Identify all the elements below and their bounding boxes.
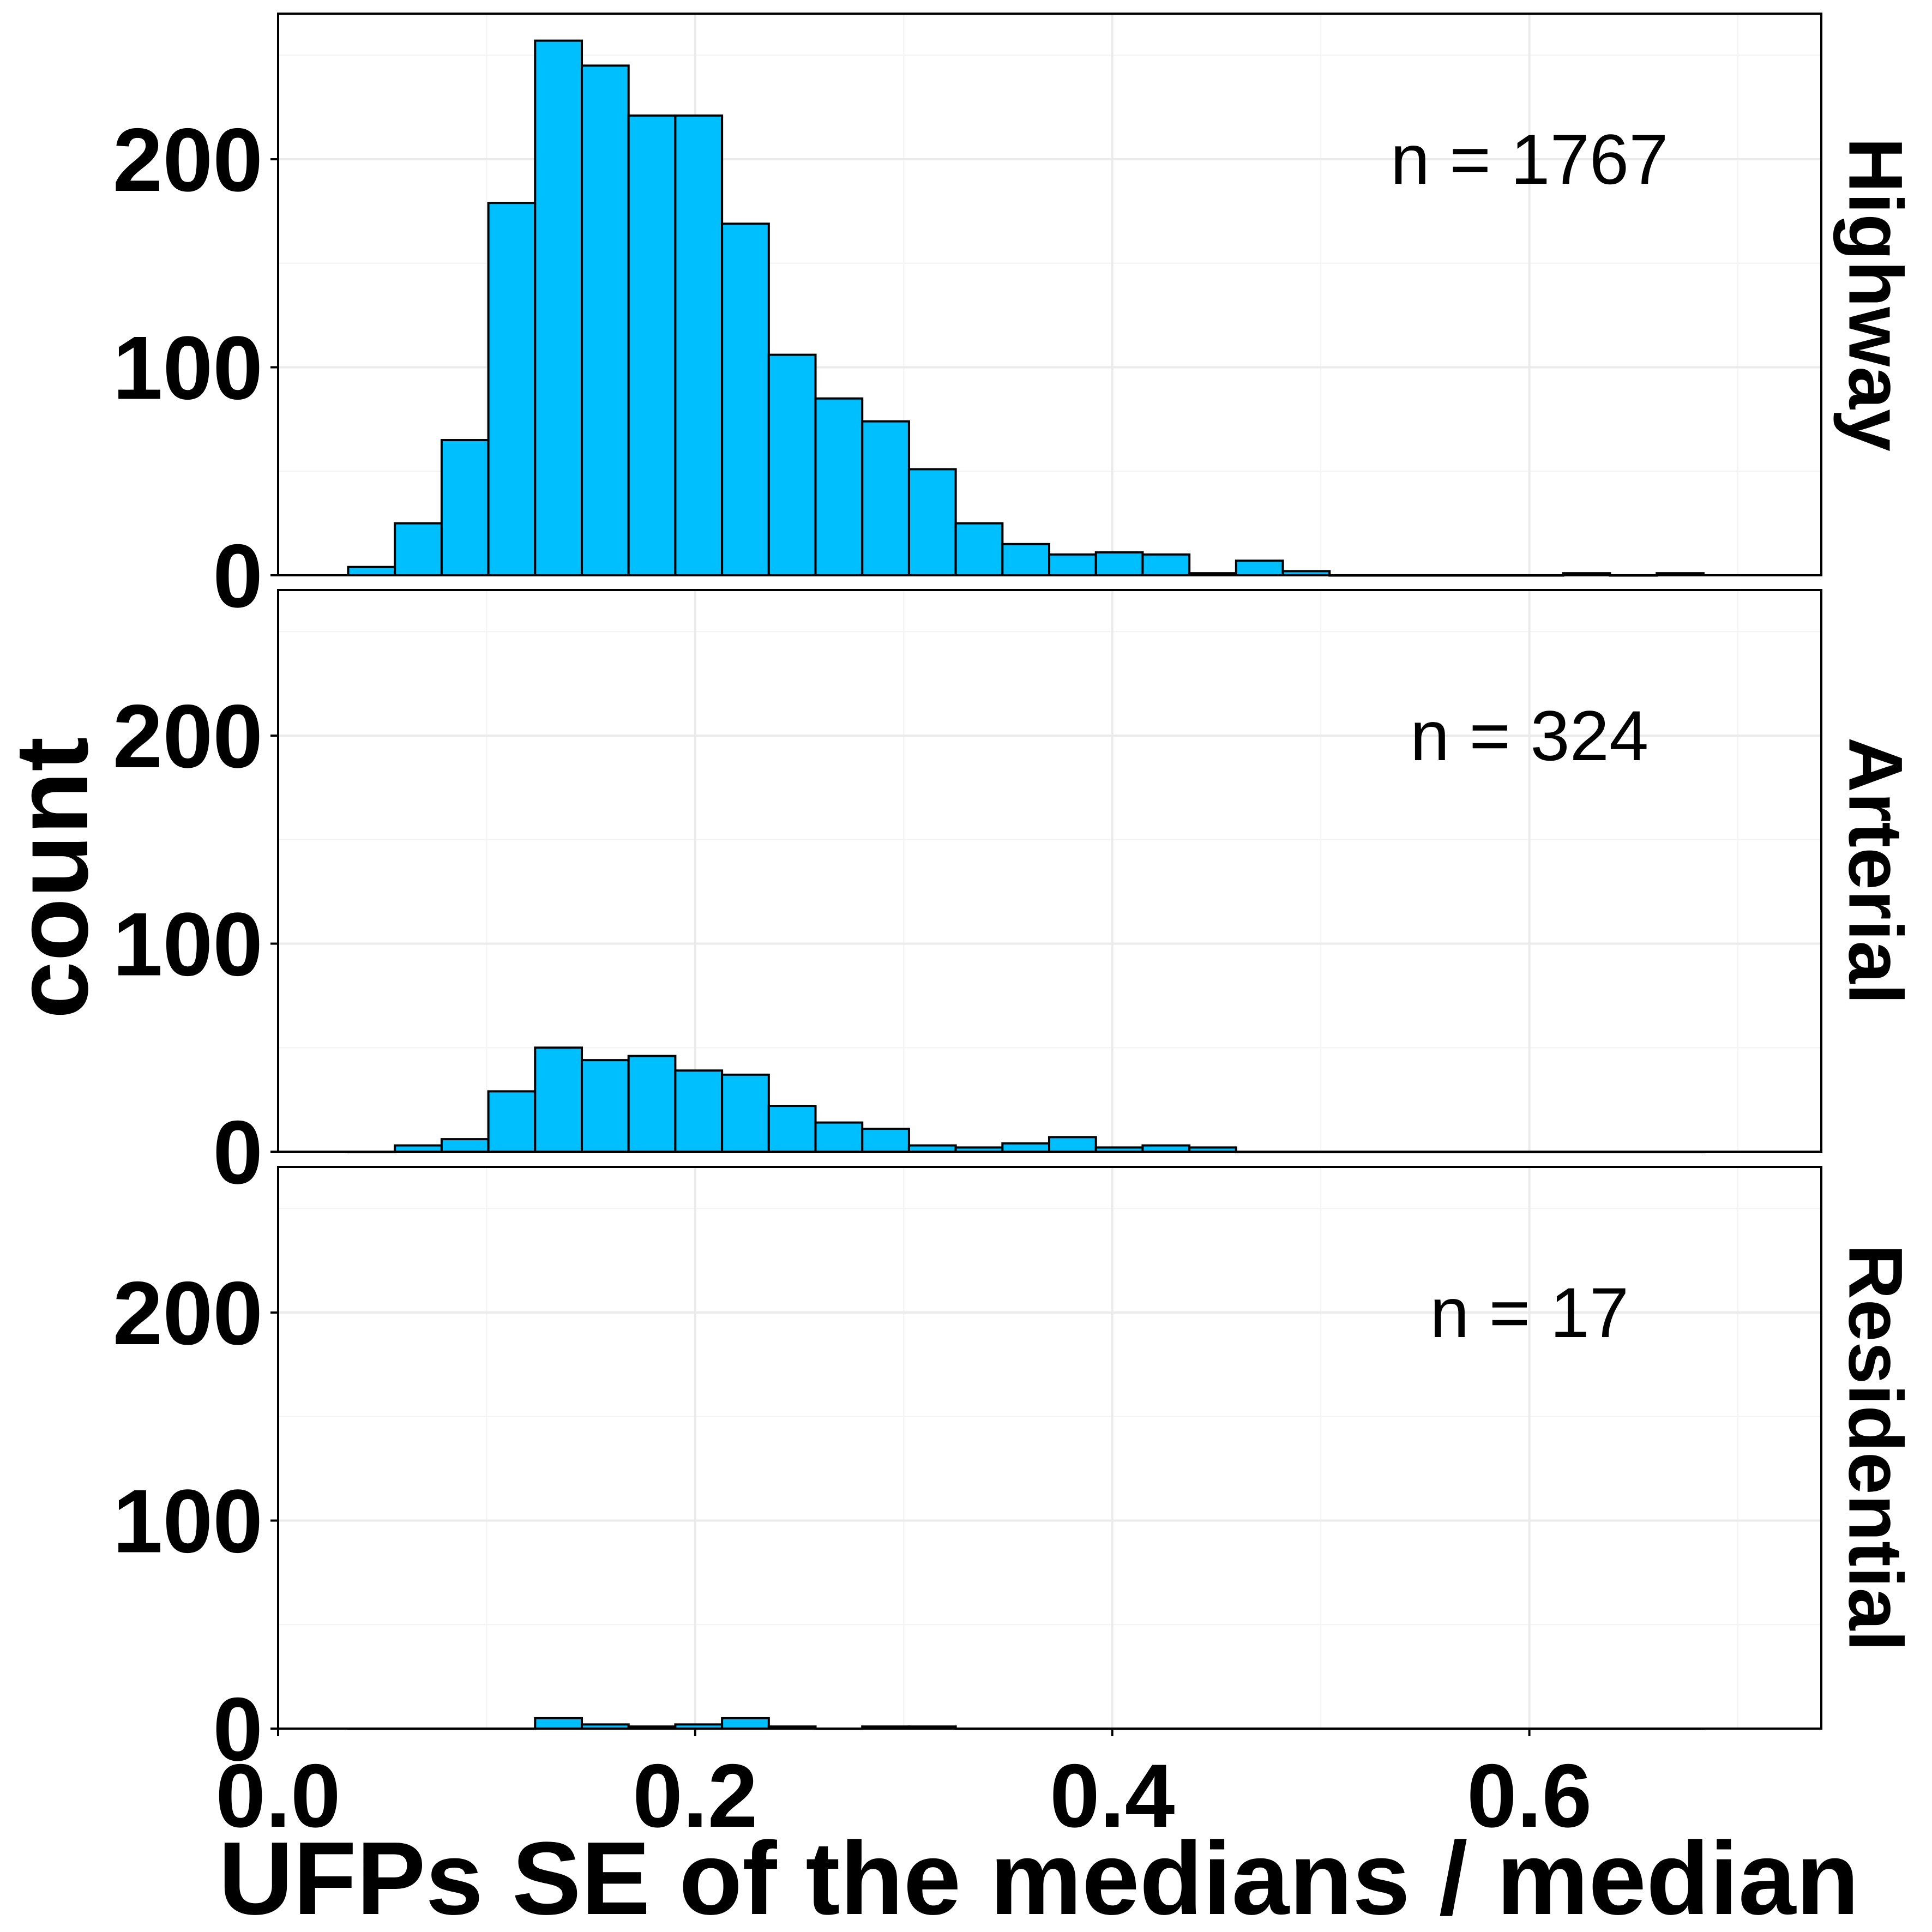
panel-residential: 0 100 200 n = 17 Residential <box>113 1166 1919 1779</box>
panel-border <box>277 589 1822 1153</box>
x-axis: 0.0 0.2 0.4 0.6 <box>215 1729 1592 1846</box>
histogram-bar <box>721 222 770 576</box>
x-axis-title: UFPs SE of the medians / median <box>218 1821 1859 1932</box>
histogram-bar <box>440 439 490 577</box>
histogram-bar <box>721 1717 770 1730</box>
histogram-bar <box>1001 543 1051 576</box>
panels-layer: 0 100 200 n = 1767 Highway 0 100 200 n = 324 Arte… <box>113 13 1919 1779</box>
histogram-bar <box>767 353 817 576</box>
y-tick-label: 0 <box>213 526 263 626</box>
histogram-bar <box>534 39 583 576</box>
histogram-bar <box>534 1046 583 1153</box>
histogram-bar <box>394 522 443 577</box>
histogram-bar <box>487 202 537 577</box>
histogram-bar <box>1048 1136 1097 1153</box>
sample-size-label: n = 324 <box>1410 696 1648 775</box>
y-tick-label: 200 <box>113 686 263 786</box>
y-axis-title: count <box>0 737 110 1019</box>
y-tick-label: 0 <box>213 1102 263 1202</box>
histogram-bar <box>1048 553 1097 577</box>
x-tick-label: 0.6 <box>1467 1746 1592 1846</box>
histogram-bar <box>440 1138 490 1153</box>
histogram-bar <box>1094 551 1144 577</box>
facet-label-highway: Highway <box>1833 137 1919 452</box>
sample-size-label: n = 17 <box>1430 1273 1629 1352</box>
histogram-bar <box>674 1069 724 1153</box>
histogram-bar <box>814 1121 864 1153</box>
histogram-bar <box>347 565 396 576</box>
y-tick-label: 200 <box>113 110 263 210</box>
histogram-bar <box>487 1090 537 1153</box>
panel-highway: 0 100 200 n = 1767 Highway <box>113 13 1919 626</box>
y-tick-label: 100 <box>113 318 263 418</box>
histogram-bar <box>1235 559 1284 576</box>
histogram-bar <box>861 420 910 576</box>
histogram-bar <box>627 114 677 577</box>
panel-arterial: 0 100 200 n = 324 Arterial <box>113 589 1919 1202</box>
facet-label-residential: Residential <box>1833 1244 1919 1652</box>
x-tick-label: 0.2 <box>633 1746 757 1846</box>
y-tick-label: 200 <box>113 1263 263 1363</box>
histogram-bar <box>581 64 630 577</box>
y-tick-label: 100 <box>113 1471 263 1572</box>
histogram-bar <box>674 114 724 577</box>
panel-border <box>277 13 1822 576</box>
histogram-bar <box>534 1717 583 1730</box>
histogram-bar <box>814 397 864 576</box>
histogram-bar <box>767 1105 817 1153</box>
histogram-bar <box>1141 553 1191 577</box>
histogram-bar <box>1001 1142 1051 1153</box>
y-tick-label: 0 <box>213 1679 263 1779</box>
histogram-bar <box>954 522 1004 577</box>
panel-border <box>277 1166 1822 1730</box>
histogram-bar <box>861 1128 910 1153</box>
x-tick-label: 0.4 <box>1050 1746 1175 1846</box>
facet-label-arterial: Arterial <box>1833 737 1919 1004</box>
sample-size-label: n = 1767 <box>1391 119 1669 199</box>
y-tick-label: 100 <box>113 894 263 995</box>
histogram-bar <box>721 1073 770 1153</box>
histogram-bar <box>907 468 957 577</box>
x-tick-label: 0.0 <box>215 1746 340 1846</box>
histogram-bar <box>581 1059 630 1153</box>
histogram-bar <box>627 1055 677 1153</box>
